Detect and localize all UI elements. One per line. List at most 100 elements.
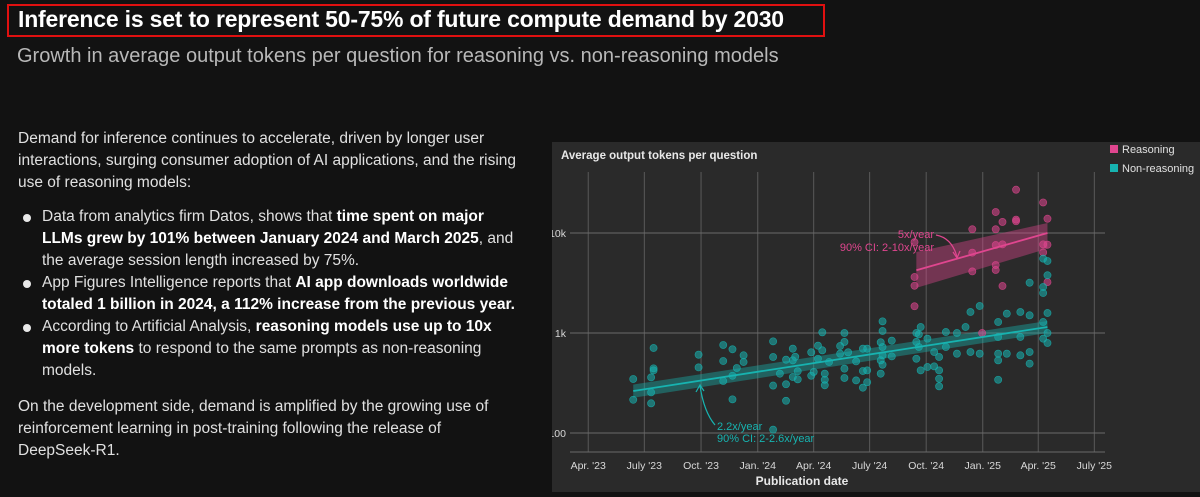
data-point-non-reasoning (818, 328, 827, 337)
data-point-non-reasoning (935, 353, 944, 361)
data-point-non-reasoning (975, 302, 984, 310)
data-point-non-reasoning (809, 368, 818, 376)
data-point-reasoning (998, 282, 1007, 290)
reasoning-ci-annotation: 90% CI: 2-10x/year (840, 242, 934, 254)
data-point-non-reasoning (769, 353, 778, 361)
data-point-non-reasoning (966, 308, 975, 316)
data-point-non-reasoning (878, 360, 887, 369)
data-point-non-reasoning (916, 366, 925, 375)
data-point-non-reasoning (1016, 308, 1025, 316)
data-point-non-reasoning (647, 399, 656, 408)
data-point-reasoning (998, 218, 1007, 226)
x-tick-label: Apr. '23 (571, 460, 606, 472)
data-point-non-reasoning (769, 425, 778, 434)
data-point-non-reasoning (728, 345, 737, 354)
bullet-bold-text: time spent on major LLMs grew by 101% be… (42, 208, 484, 247)
data-point-non-reasoning (836, 349, 845, 358)
data-point-non-reasoning (647, 388, 656, 397)
reasoning-growth-annotation: 5x/year (898, 229, 934, 241)
data-point-non-reasoning (935, 382, 944, 391)
data-point-non-reasoning (769, 337, 778, 346)
data-point-non-reasoning (1025, 311, 1034, 320)
data-point-non-reasoning (1016, 351, 1025, 360)
data-point-non-reasoning (916, 323, 925, 331)
data-point-non-reasoning (887, 336, 896, 345)
data-point-non-reasoning (1043, 329, 1052, 337)
data-point-reasoning (1043, 240, 1052, 249)
data-point-non-reasoning (935, 374, 944, 383)
data-point-non-reasoning (694, 350, 703, 359)
data-point-non-reasoning (694, 363, 703, 372)
data-point-non-reasoning (1016, 333, 1025, 341)
data-point-non-reasoning (953, 329, 961, 337)
data-point-non-reasoning (863, 344, 872, 353)
data-point-non-reasoning (923, 363, 932, 371)
data-point-non-reasoning (878, 317, 887, 326)
data-point-non-reasoning (1043, 257, 1052, 265)
data-point-non-reasoning (739, 358, 748, 366)
x-tick-label: July '24 (852, 460, 887, 472)
title-highlight-box (7, 4, 825, 37)
bullet-text: to respond to the same prompts as non-re… (42, 340, 482, 379)
data-point-non-reasoning (1025, 278, 1034, 287)
data-point-non-reasoning (914, 330, 923, 339)
data-point-reasoning (991, 208, 1000, 216)
data-point-non-reasoning (994, 349, 1003, 358)
data-point-non-reasoning (728, 395, 737, 404)
data-point-non-reasoning (1043, 309, 1052, 317)
non-reasoning-annotation-arrow (699, 385, 716, 426)
non-reasoning-ci-annotation: 90% CI: 2-2.6x/year (717, 433, 815, 445)
data-point-non-reasoning (844, 348, 853, 357)
data-point-non-reasoning (878, 327, 887, 335)
data-point-non-reasoning (769, 381, 778, 390)
data-point-non-reasoning (629, 395, 638, 404)
bullet-text: , and the average session length increas… (42, 230, 514, 269)
data-point-reasoning (1012, 217, 1020, 226)
chart-title: Average output tokens per question (561, 150, 757, 162)
data-point-non-reasoning (649, 366, 658, 375)
bullet-text: According to Artificial Analysis, (42, 318, 256, 335)
data-point-non-reasoning (1002, 309, 1011, 318)
scatter-chart: Average output tokens per question Apr. … (548, 144, 1194, 488)
data-point-non-reasoning (878, 343, 887, 351)
confidence-band-reasoning (916, 222, 1048, 288)
closing-paragraph: On the development side, demand is ampli… (18, 398, 489, 459)
data-point-non-reasoning (941, 328, 950, 336)
data-point-non-reasoning (941, 343, 950, 351)
data-point-non-reasoning (732, 364, 741, 372)
data-point-reasoning (1012, 185, 1020, 194)
chart-panel: Average output tokens per question Apr. … (548, 142, 1200, 492)
data-point-non-reasoning (719, 377, 728, 385)
bullet-item: According to Artificial Analysis, reason… (18, 316, 518, 382)
data-point-non-reasoning (1039, 289, 1048, 297)
data-point-non-reasoning (912, 354, 921, 363)
data-point-non-reasoning (719, 341, 728, 349)
data-point-non-reasoning (807, 348, 816, 357)
data-point-non-reasoning (994, 318, 1003, 326)
legend-label-non-reasoning: Non-reasoning (1122, 163, 1194, 175)
bullet-bold-text: reasoning models use up to 10x more toke… (42, 318, 492, 357)
x-tick-label: Jan. '25 (965, 460, 1002, 472)
data-point-non-reasoning (887, 352, 896, 361)
data-point-reasoning (1039, 198, 1048, 207)
data-point-non-reasoning (782, 396, 790, 405)
x-tick-label: Oct. '24 (908, 460, 944, 472)
data-point-non-reasoning (852, 357, 861, 366)
data-point-non-reasoning (782, 355, 790, 364)
data-point-reasoning (978, 329, 987, 337)
data-point-non-reasoning (629, 375, 638, 383)
page-title: Inference is set to represent 50-75% of … (18, 6, 784, 32)
data-point-reasoning (910, 238, 919, 247)
data-point-non-reasoning (820, 381, 829, 390)
bullet-item: App Figures Intelligence reports that AI… (18, 272, 518, 316)
non-reasoning-growth-annotation: 2.2x/year (717, 421, 763, 433)
page-subtitle: Growth in average output tokens per ques… (17, 45, 779, 67)
x-tick-label: July '23 (627, 460, 662, 472)
data-point-non-reasoning (791, 352, 800, 361)
data-point-non-reasoning (863, 366, 872, 375)
data-point-non-reasoning (852, 376, 861, 385)
x-tick-label: Oct. '23 (683, 460, 719, 472)
y-tick-label: 1k (555, 328, 567, 340)
data-point-non-reasoning (793, 367, 802, 376)
non-reasoning-arrowhead-icon (695, 383, 705, 393)
